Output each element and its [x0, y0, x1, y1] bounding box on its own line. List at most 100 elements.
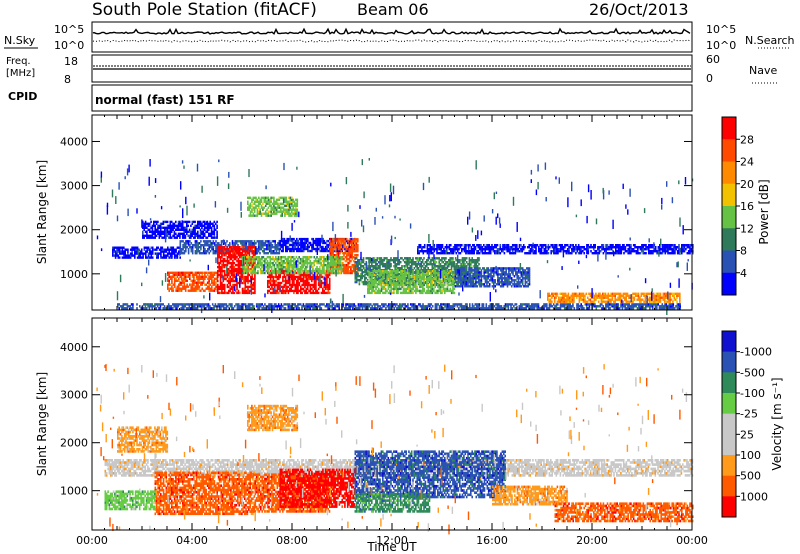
scatter-cell	[413, 285, 416, 289]
scatter-cell	[368, 257, 370, 260]
scatter-cell	[452, 277, 454, 281]
scatter-cell	[457, 259, 460, 262]
scatter-cell	[455, 244, 458, 247]
scatter-cell	[213, 287, 216, 290]
scatter-cell	[427, 263, 429, 266]
scatter-cell	[470, 246, 473, 249]
scatter-cell	[476, 265, 479, 268]
scatter-cell	[321, 271, 324, 275]
scatter-cell	[416, 257, 418, 260]
scatter-cell	[179, 252, 182, 255]
scatter-cell	[197, 283, 199, 286]
scatter-cell	[344, 256, 347, 259]
scatter-cell	[558, 248, 561, 251]
scatter-cell	[191, 252, 194, 255]
scatter-cell	[460, 283, 462, 286]
scatter-cell	[287, 263, 289, 267]
scatter-cell	[454, 280, 457, 284]
scatter-cell	[659, 252, 661, 255]
scatter-cell	[204, 244, 206, 247]
scatter-cell	[128, 256, 131, 259]
scatter-cell	[421, 269, 424, 272]
scatter-cell	[341, 245, 343, 249]
scatter-cell	[354, 267, 357, 270]
scatter-cell	[307, 245, 309, 249]
scatter-cell	[678, 252, 680, 255]
scatter-cell	[244, 252, 247, 255]
scatter-cell	[186, 242, 188, 245]
scatter-cell	[409, 261, 412, 264]
scatter-cell	[236, 291, 238, 295]
scatter-cell	[182, 240, 184, 243]
scatter-cell	[379, 281, 381, 285]
scatter-cell	[318, 237, 320, 241]
scatter-cell	[241, 242, 243, 245]
scatter-cell	[540, 250, 543, 253]
scatter-cell	[273, 240, 275, 243]
scatter-cell	[428, 280, 431, 284]
scatter-cell	[376, 271, 379, 275]
scatter-cell	[384, 269, 387, 273]
scatter-cell	[437, 283, 439, 287]
scatter-cell	[239, 269, 241, 273]
scatter-cell	[281, 256, 284, 259]
scatter-cell	[255, 256, 258, 259]
scatter-cell	[424, 277, 427, 281]
scatter-cell	[450, 289, 453, 293]
scatter-cell	[383, 275, 386, 279]
scatter-cell	[335, 256, 338, 259]
scatter-cell	[291, 239, 294, 243]
scatter-cell	[326, 279, 328, 283]
scatter-cell	[453, 283, 456, 287]
scatter-cell	[287, 291, 290, 295]
scatter-cell	[270, 269, 273, 273]
scatter-cell	[438, 275, 441, 279]
scatter-cell	[520, 250, 522, 253]
scatter-cell	[488, 246, 491, 249]
scatter-cell	[251, 291, 253, 295]
scatter-cell	[239, 254, 241, 257]
scatter-cell	[433, 283, 435, 287]
scatter-cell	[310, 271, 313, 275]
scatter-cell	[149, 248, 151, 251]
scatter-cell	[420, 291, 423, 295]
scatter-cell	[332, 256, 335, 259]
scatter-cell	[347, 248, 349, 251]
scatter-cell	[378, 289, 380, 293]
scatter-cell	[416, 271, 419, 275]
scatter-cell	[261, 269, 263, 273]
scatter-cell	[402, 273, 405, 277]
scatter-cell	[208, 248, 210, 251]
scatter-cell	[495, 246, 497, 249]
scatter-cell	[319, 261, 321, 265]
scatter-cell	[223, 277, 226, 281]
scatter-cell	[290, 261, 292, 265]
scatter-cell	[264, 261, 266, 265]
scatter-cell	[434, 257, 436, 260]
scatter-cell	[283, 261, 285, 265]
cpid-label: CPID	[8, 90, 37, 103]
scatter-cell	[312, 267, 314, 271]
scatter-cell	[173, 252, 176, 255]
scatter-cell	[212, 252, 215, 255]
scatter-cell	[219, 275, 222, 279]
scatter-cell	[221, 246, 223, 249]
scatter-cell	[544, 246, 547, 249]
scatter-cell	[222, 285, 225, 289]
scatter-cell	[320, 275, 323, 279]
scatter-cell	[239, 256, 241, 259]
scatter-cell	[286, 273, 288, 277]
scatter-cell	[391, 291, 394, 295]
scatter-cell	[315, 249, 317, 253]
scatter-cell	[591, 252, 594, 255]
scatter-cell	[521, 248, 524, 251]
scatter-cell	[274, 248, 276, 251]
scatter-cell	[400, 279, 402, 283]
scatter-cell	[326, 247, 328, 251]
scatter-cell	[146, 246, 148, 249]
scatter-cell	[433, 277, 435, 281]
scatter-cell	[218, 252, 220, 255]
scatter-cell	[393, 259, 395, 262]
scatter-cell	[268, 275, 270, 279]
